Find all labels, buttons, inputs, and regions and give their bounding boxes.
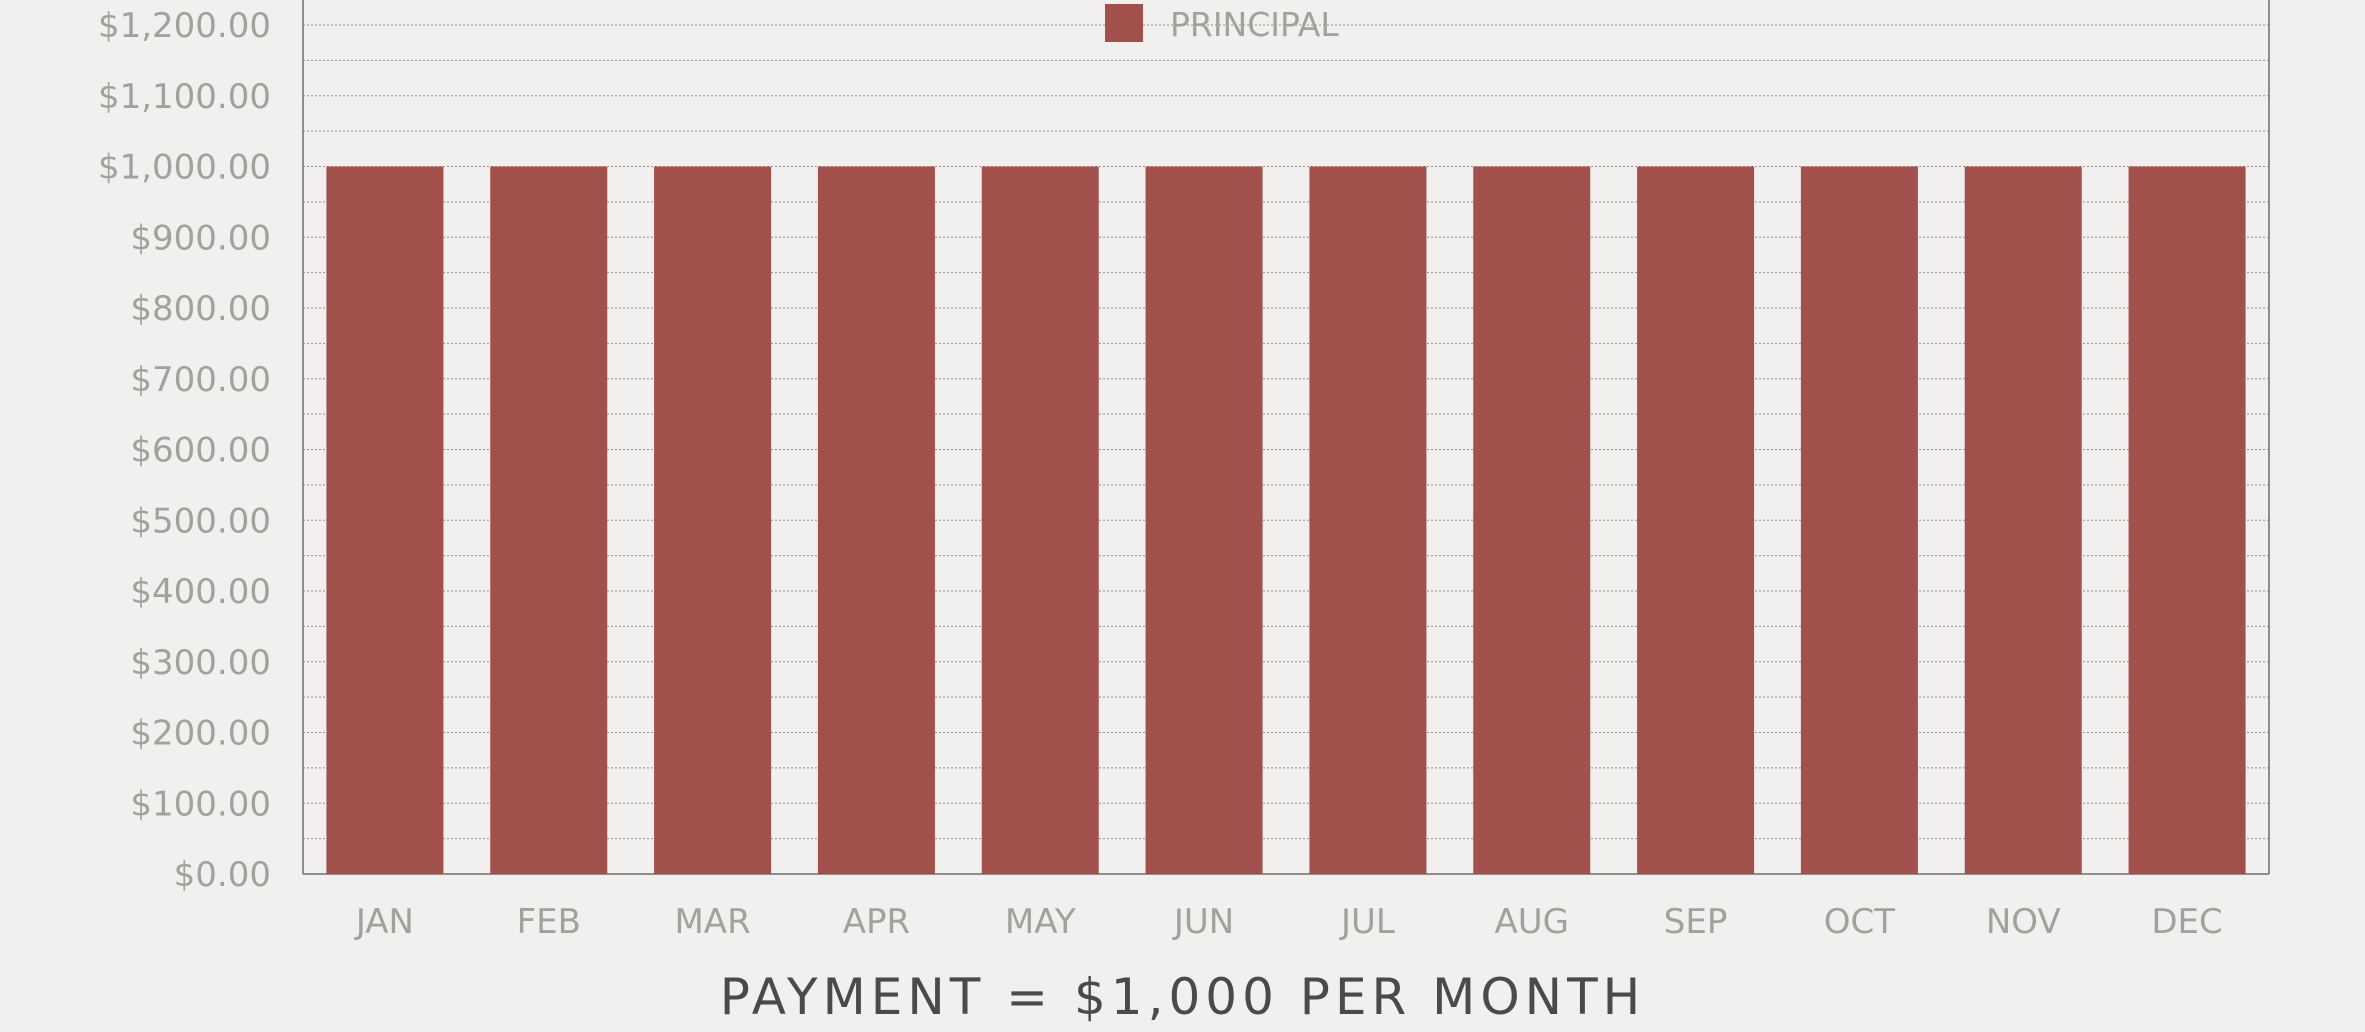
x-tick-label: AUG: [1495, 902, 1570, 942]
bar: [1145, 166, 1263, 874]
x-tick-label: JAN: [354, 902, 414, 942]
bar: [654, 166, 772, 874]
x-tick-label: MAY: [1005, 902, 1076, 942]
y-tick-label: $500.00: [130, 501, 271, 541]
legend-label: PRINCIPAL: [1170, 5, 1339, 44]
x-tick-label: OCT: [1824, 902, 1896, 942]
bar: [817, 166, 935, 874]
x-tick-label: JUL: [1339, 902, 1395, 942]
x-tick-label: DEC: [2151, 902, 2222, 942]
y-tick-label: $400.00: [130, 572, 271, 612]
bar: [1309, 166, 1427, 874]
y-tick-label: $1,000.00: [98, 148, 271, 188]
y-tick-label: $700.00: [130, 360, 271, 400]
x-tick-label: JUN: [1172, 902, 1234, 942]
y-tick-label: $0.00: [174, 855, 271, 895]
y-tick-label: $1,100.00: [98, 77, 271, 117]
bar: [2128, 166, 2246, 874]
bar: [1964, 166, 2082, 874]
y-tick-label: $300.00: [130, 643, 271, 683]
bar: [326, 166, 444, 874]
y-tick-label: $800.00: [130, 289, 271, 329]
bar: [981, 166, 1099, 874]
y-tick-label: $100.00: [130, 784, 271, 824]
x-tick-label: SEP: [1664, 902, 1728, 942]
y-tick-label: $600.00: [130, 431, 271, 471]
x-tick-label: MAR: [674, 902, 750, 942]
y-tick-label: $1,200.00: [98, 6, 271, 46]
x-tick-label: APR: [843, 902, 910, 942]
y-tick-label: $900.00: [130, 218, 271, 258]
bar: [1473, 166, 1591, 874]
y-tick-label: $200.00: [130, 714, 271, 754]
x-tick-label: NOV: [1986, 902, 2061, 942]
chart-title: PAYMENT = $1,000 PER MONTH: [719, 968, 1646, 1026]
bar: [490, 166, 608, 874]
bar: [1637, 166, 1755, 874]
legend-swatch: [1105, 4, 1143, 42]
bar: [1800, 166, 1918, 874]
x-tick-label: FEB: [517, 902, 581, 942]
